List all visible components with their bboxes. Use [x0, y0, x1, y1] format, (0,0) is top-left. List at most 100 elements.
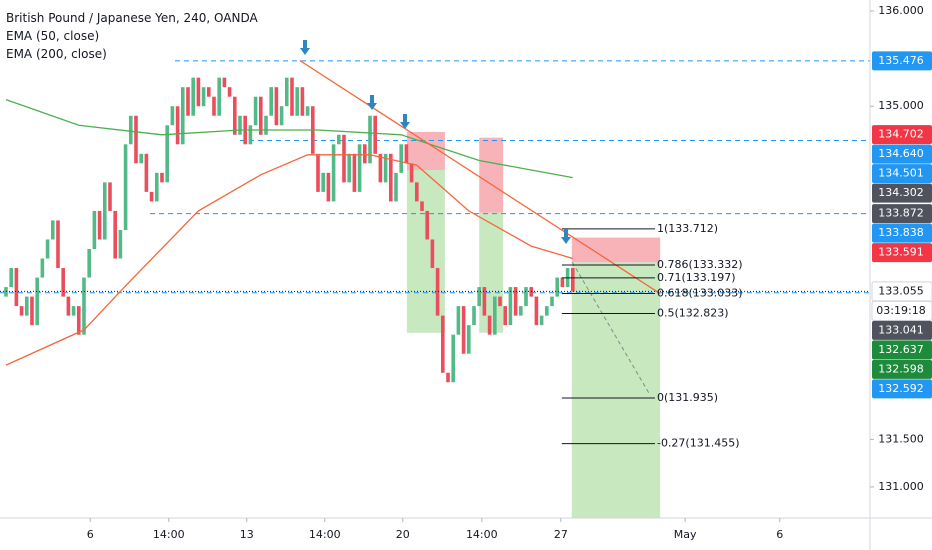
- candle-body: [128, 115, 133, 145]
- candle-body: [123, 144, 128, 230]
- candle-body: [446, 372, 450, 383]
- price-badge: [872, 51, 932, 71]
- candle-body: [404, 144, 409, 164]
- candle-body: [35, 277, 39, 326]
- price-badge: [872, 379, 932, 399]
- arrow-icon: [561, 229, 571, 244]
- legend-entry: EMA (200, close): [6, 47, 107, 61]
- candle-body: [342, 134, 346, 183]
- candle-body: [232, 96, 237, 135]
- candle-body: [50, 220, 55, 240]
- candle-body: [472, 306, 476, 326]
- candle-body: [461, 306, 466, 354]
- candle-body: [435, 268, 440, 316]
- candle-body: [253, 96, 258, 126]
- candle-body: [336, 134, 341, 145]
- candle-body: [76, 306, 81, 335]
- candle-body: [430, 239, 435, 269]
- price-badge: [872, 125, 932, 145]
- candle-body: [487, 315, 492, 335]
- candle-body: [300, 87, 305, 116]
- zone: [571, 237, 661, 263]
- candle-body: [97, 210, 102, 240]
- candle-body: [545, 306, 549, 316]
- candle-body: [102, 182, 107, 240]
- candle-body: [482, 287, 487, 316]
- candle-body: [19, 306, 24, 316]
- candle-body: [14, 268, 19, 307]
- candle-body: [534, 296, 539, 326]
- candle-body: [9, 268, 13, 288]
- price-badge-label: 132.598: [878, 362, 924, 375]
- chart-title: British Pound / Japanese Yen, 240, OANDA: [6, 11, 258, 25]
- arrows: [300, 40, 571, 244]
- price-badge-label: 135.476: [878, 54, 924, 67]
- price-badge-label: 132.637: [878, 343, 924, 356]
- x-tick-label: 6: [776, 528, 783, 541]
- candle-body: [368, 115, 372, 164]
- candle-body: [378, 153, 383, 183]
- y-tick-label: 131.500: [878, 432, 924, 445]
- candle-body: [92, 210, 97, 250]
- candle-body: [362, 144, 367, 164]
- price-badge: [872, 243, 932, 263]
- projection-line: [571, 262, 651, 395]
- candle-body: [519, 306, 523, 316]
- candle-body: [149, 191, 154, 202]
- candle-body: [352, 153, 357, 192]
- candle-body: [134, 115, 138, 164]
- candle-body: [493, 296, 497, 335]
- candle-body: [347, 153, 351, 183]
- candle-body: [441, 315, 445, 373]
- ema-line: [5, 98, 573, 179]
- candle-body: [108, 182, 112, 211]
- candle-body: [238, 115, 242, 135]
- fib-label: 0.618(133.033): [657, 286, 743, 299]
- candle-body: [555, 277, 560, 297]
- candle-body: [201, 87, 206, 107]
- x-tick-label: 27: [554, 528, 568, 541]
- candle-body: [227, 87, 232, 97]
- candle-body: [357, 144, 362, 192]
- candle-body: [212, 96, 216, 116]
- y-tick-label: 136.000: [878, 4, 924, 17]
- candle-body: [383, 153, 388, 183]
- fib-label: -0.27(131.455): [657, 437, 740, 450]
- candle-body: [539, 315, 544, 326]
- candle-body: [498, 296, 502, 307]
- x-tick-label: 14:00: [466, 528, 498, 541]
- candle-body: [56, 220, 60, 269]
- ema-line: [5, 154, 573, 366]
- candle-body: [420, 201, 424, 211]
- candle-body: [414, 182, 419, 202]
- candle-body: [560, 277, 565, 288]
- candle-body: [82, 277, 86, 335]
- arrow-icon: [400, 114, 410, 129]
- price-badge: [872, 204, 932, 224]
- price-badge: [872, 164, 932, 184]
- price-badge-label: 133.041: [878, 323, 924, 336]
- zones: [406, 131, 661, 519]
- candle-body: [66, 296, 71, 316]
- candle-body: [394, 172, 398, 202]
- candle-body: [170, 106, 175, 126]
- candle-body: [274, 87, 279, 126]
- candle-body: [503, 306, 508, 326]
- candle-body: [467, 325, 471, 354]
- candle-body: [331, 144, 336, 202]
- candle-body: [524, 287, 528, 307]
- fib-label: 0.786(133.332): [657, 258, 743, 271]
- candle-body: [284, 77, 289, 107]
- candle-body: [113, 210, 117, 259]
- candle-body: [40, 258, 45, 278]
- price-badge: [872, 144, 932, 164]
- plot: 1(133.712) 0.786(133.332)0.71(133.197) 0.6…: [0, 59, 870, 450]
- candle-body: [154, 172, 159, 202]
- x-tick-label: May: [674, 528, 697, 541]
- candle-body: [425, 210, 429, 240]
- candle-body: [160, 172, 164, 183]
- fib-label: 0.71(133.197): [657, 271, 736, 284]
- candle-body: [451, 334, 456, 383]
- candle-body: [71, 306, 76, 316]
- candle-body: [24, 296, 29, 316]
